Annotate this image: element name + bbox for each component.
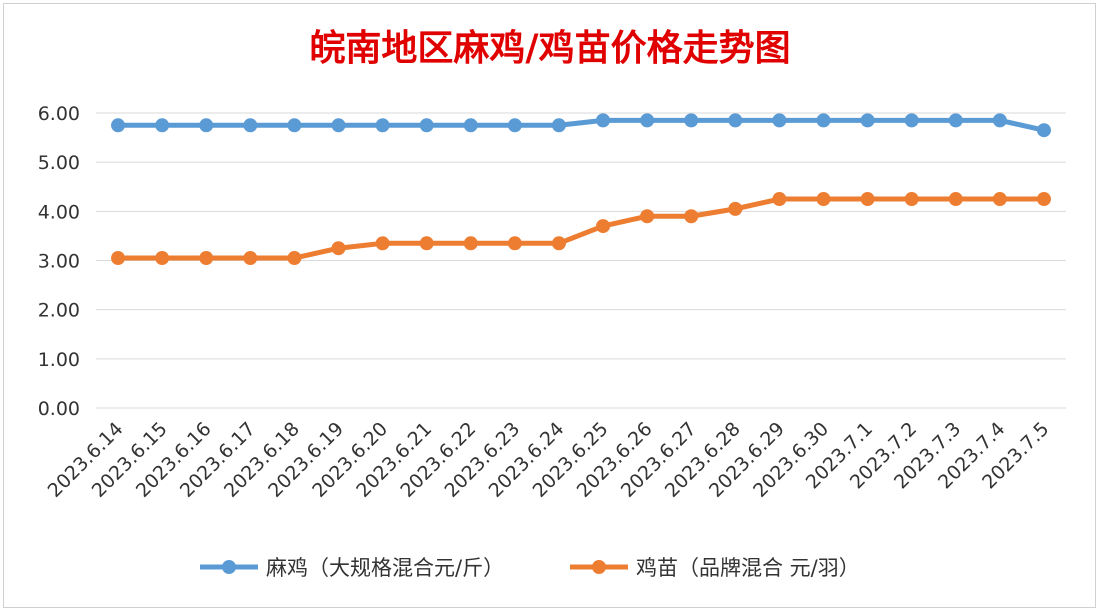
legend-label: 鸡苗（品牌混合 元/羽） xyxy=(636,556,860,580)
data-point xyxy=(684,113,699,128)
series-line xyxy=(115,117,1047,133)
legend-marker xyxy=(592,560,606,574)
series-lines xyxy=(111,113,1051,266)
data-point xyxy=(331,118,346,133)
data-point xyxy=(728,113,743,128)
legend: 麻鸡（大规格混合元/斤） 鸡苗（品牌混合 元/羽） xyxy=(200,556,860,580)
data-point xyxy=(463,236,478,251)
series-line xyxy=(115,196,1047,261)
data-point xyxy=(772,113,787,128)
data-point xyxy=(904,192,919,207)
data-point xyxy=(375,236,390,251)
data-point xyxy=(507,236,522,251)
data-point xyxy=(375,118,390,133)
data-point xyxy=(992,192,1007,207)
data-point xyxy=(772,192,787,207)
data-point xyxy=(640,209,655,224)
data-point xyxy=(287,251,302,266)
data-point xyxy=(419,118,434,133)
data-point xyxy=(111,251,126,266)
data-point xyxy=(816,192,831,207)
data-point xyxy=(1036,123,1051,138)
y-tick-label: 6.00 xyxy=(38,103,80,125)
data-point xyxy=(331,241,346,256)
y-tick-label: 5.00 xyxy=(38,152,80,174)
data-point xyxy=(199,251,214,266)
data-point xyxy=(596,219,611,234)
data-point xyxy=(684,209,699,224)
chart-frame xyxy=(3,3,1096,608)
data-point xyxy=(728,201,743,216)
legend-item: 麻鸡（大规格混合元/斤） xyxy=(200,556,504,580)
data-point xyxy=(948,192,963,207)
data-point xyxy=(816,113,831,128)
data-point xyxy=(860,113,875,128)
y-tick-label: 1.00 xyxy=(38,349,80,371)
data-point xyxy=(948,113,963,128)
y-tick-label: 3.00 xyxy=(38,251,80,273)
x-axis-ticks: 2023.6.142023.6.152023.6.162023.6.172023… xyxy=(44,418,1054,502)
data-point xyxy=(596,113,611,128)
data-point xyxy=(287,118,302,133)
data-point xyxy=(243,118,258,133)
data-point xyxy=(551,118,566,133)
data-point xyxy=(243,251,258,266)
series-0 xyxy=(111,113,1051,138)
data-point xyxy=(419,236,434,251)
legend-marker xyxy=(222,560,236,574)
y-tick-label: 0.00 xyxy=(38,398,80,420)
series-1 xyxy=(111,192,1051,266)
chart-title: 皖南地区麻鸡/鸡苗价格走势图 xyxy=(309,27,790,69)
data-point xyxy=(199,118,214,133)
y-axis-ticks: 0.00 1.00 2.00 3.00 4.00 5.00 6.00 xyxy=(38,103,80,420)
data-point xyxy=(904,113,919,128)
data-point xyxy=(155,118,170,133)
y-tick-label: 4.00 xyxy=(38,201,80,223)
data-point xyxy=(463,118,478,133)
data-point xyxy=(551,236,566,251)
y-tick-label: 2.00 xyxy=(38,300,80,322)
data-point xyxy=(111,118,126,133)
legend-label: 麻鸡（大规格混合元/斤） xyxy=(266,556,504,580)
data-point xyxy=(860,192,875,207)
data-point xyxy=(155,251,170,266)
grid-lines xyxy=(96,112,1066,409)
data-point xyxy=(507,118,522,133)
data-point xyxy=(992,113,1007,128)
legend-item: 鸡苗（品牌混合 元/羽） xyxy=(570,556,860,580)
data-point xyxy=(640,113,655,128)
data-point xyxy=(1036,192,1051,207)
